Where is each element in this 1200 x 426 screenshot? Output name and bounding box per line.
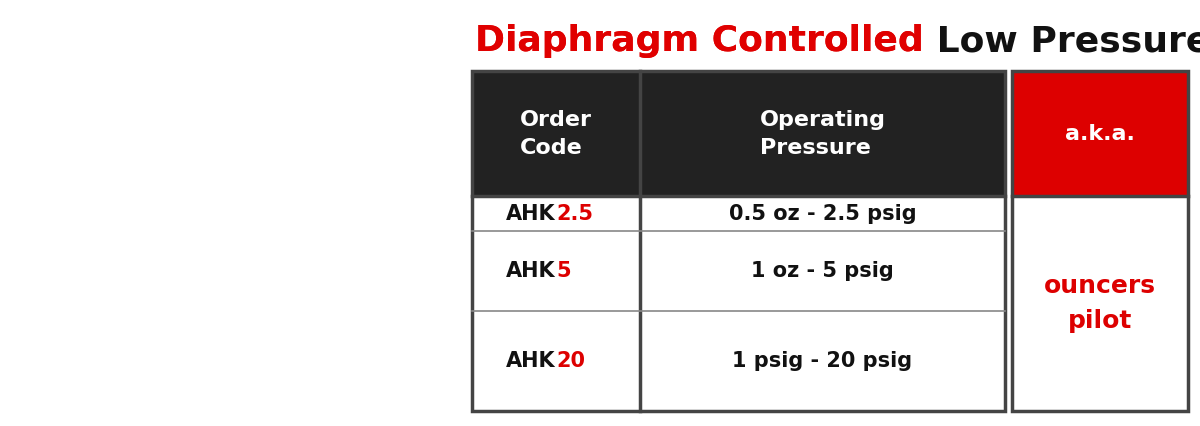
Text: Low Pressure Pilot: Low Pressure Pilot <box>924 24 1200 58</box>
Text: 20: 20 <box>556 351 586 371</box>
Text: 5: 5 <box>556 261 571 281</box>
Text: 0.5 oz - 2.5 psig: 0.5 oz - 2.5 psig <box>728 204 917 224</box>
Text: AHK: AHK <box>506 204 556 224</box>
Bar <box>1012 71 1188 411</box>
Text: a.k.a.: a.k.a. <box>1066 124 1135 144</box>
Text: AHK: AHK <box>506 351 556 371</box>
Text: 1 psig - 20 psig: 1 psig - 20 psig <box>732 351 912 371</box>
Text: Operating
Pressure: Operating Pressure <box>760 109 886 158</box>
Text: 1 oz - 5 psig: 1 oz - 5 psig <box>751 261 894 281</box>
Text: Diaphragm Controlled: Diaphragm Controlled <box>475 24 924 58</box>
Text: Diaphragm Controlled: Diaphragm Controlled <box>475 24 924 58</box>
Text: Order
Code: Order Code <box>520 109 592 158</box>
Text: AHK: AHK <box>506 261 556 281</box>
Text: 2.5: 2.5 <box>556 204 593 224</box>
Text: ouncers
pilot: ouncers pilot <box>1044 274 1156 333</box>
Bar <box>472 71 1006 411</box>
